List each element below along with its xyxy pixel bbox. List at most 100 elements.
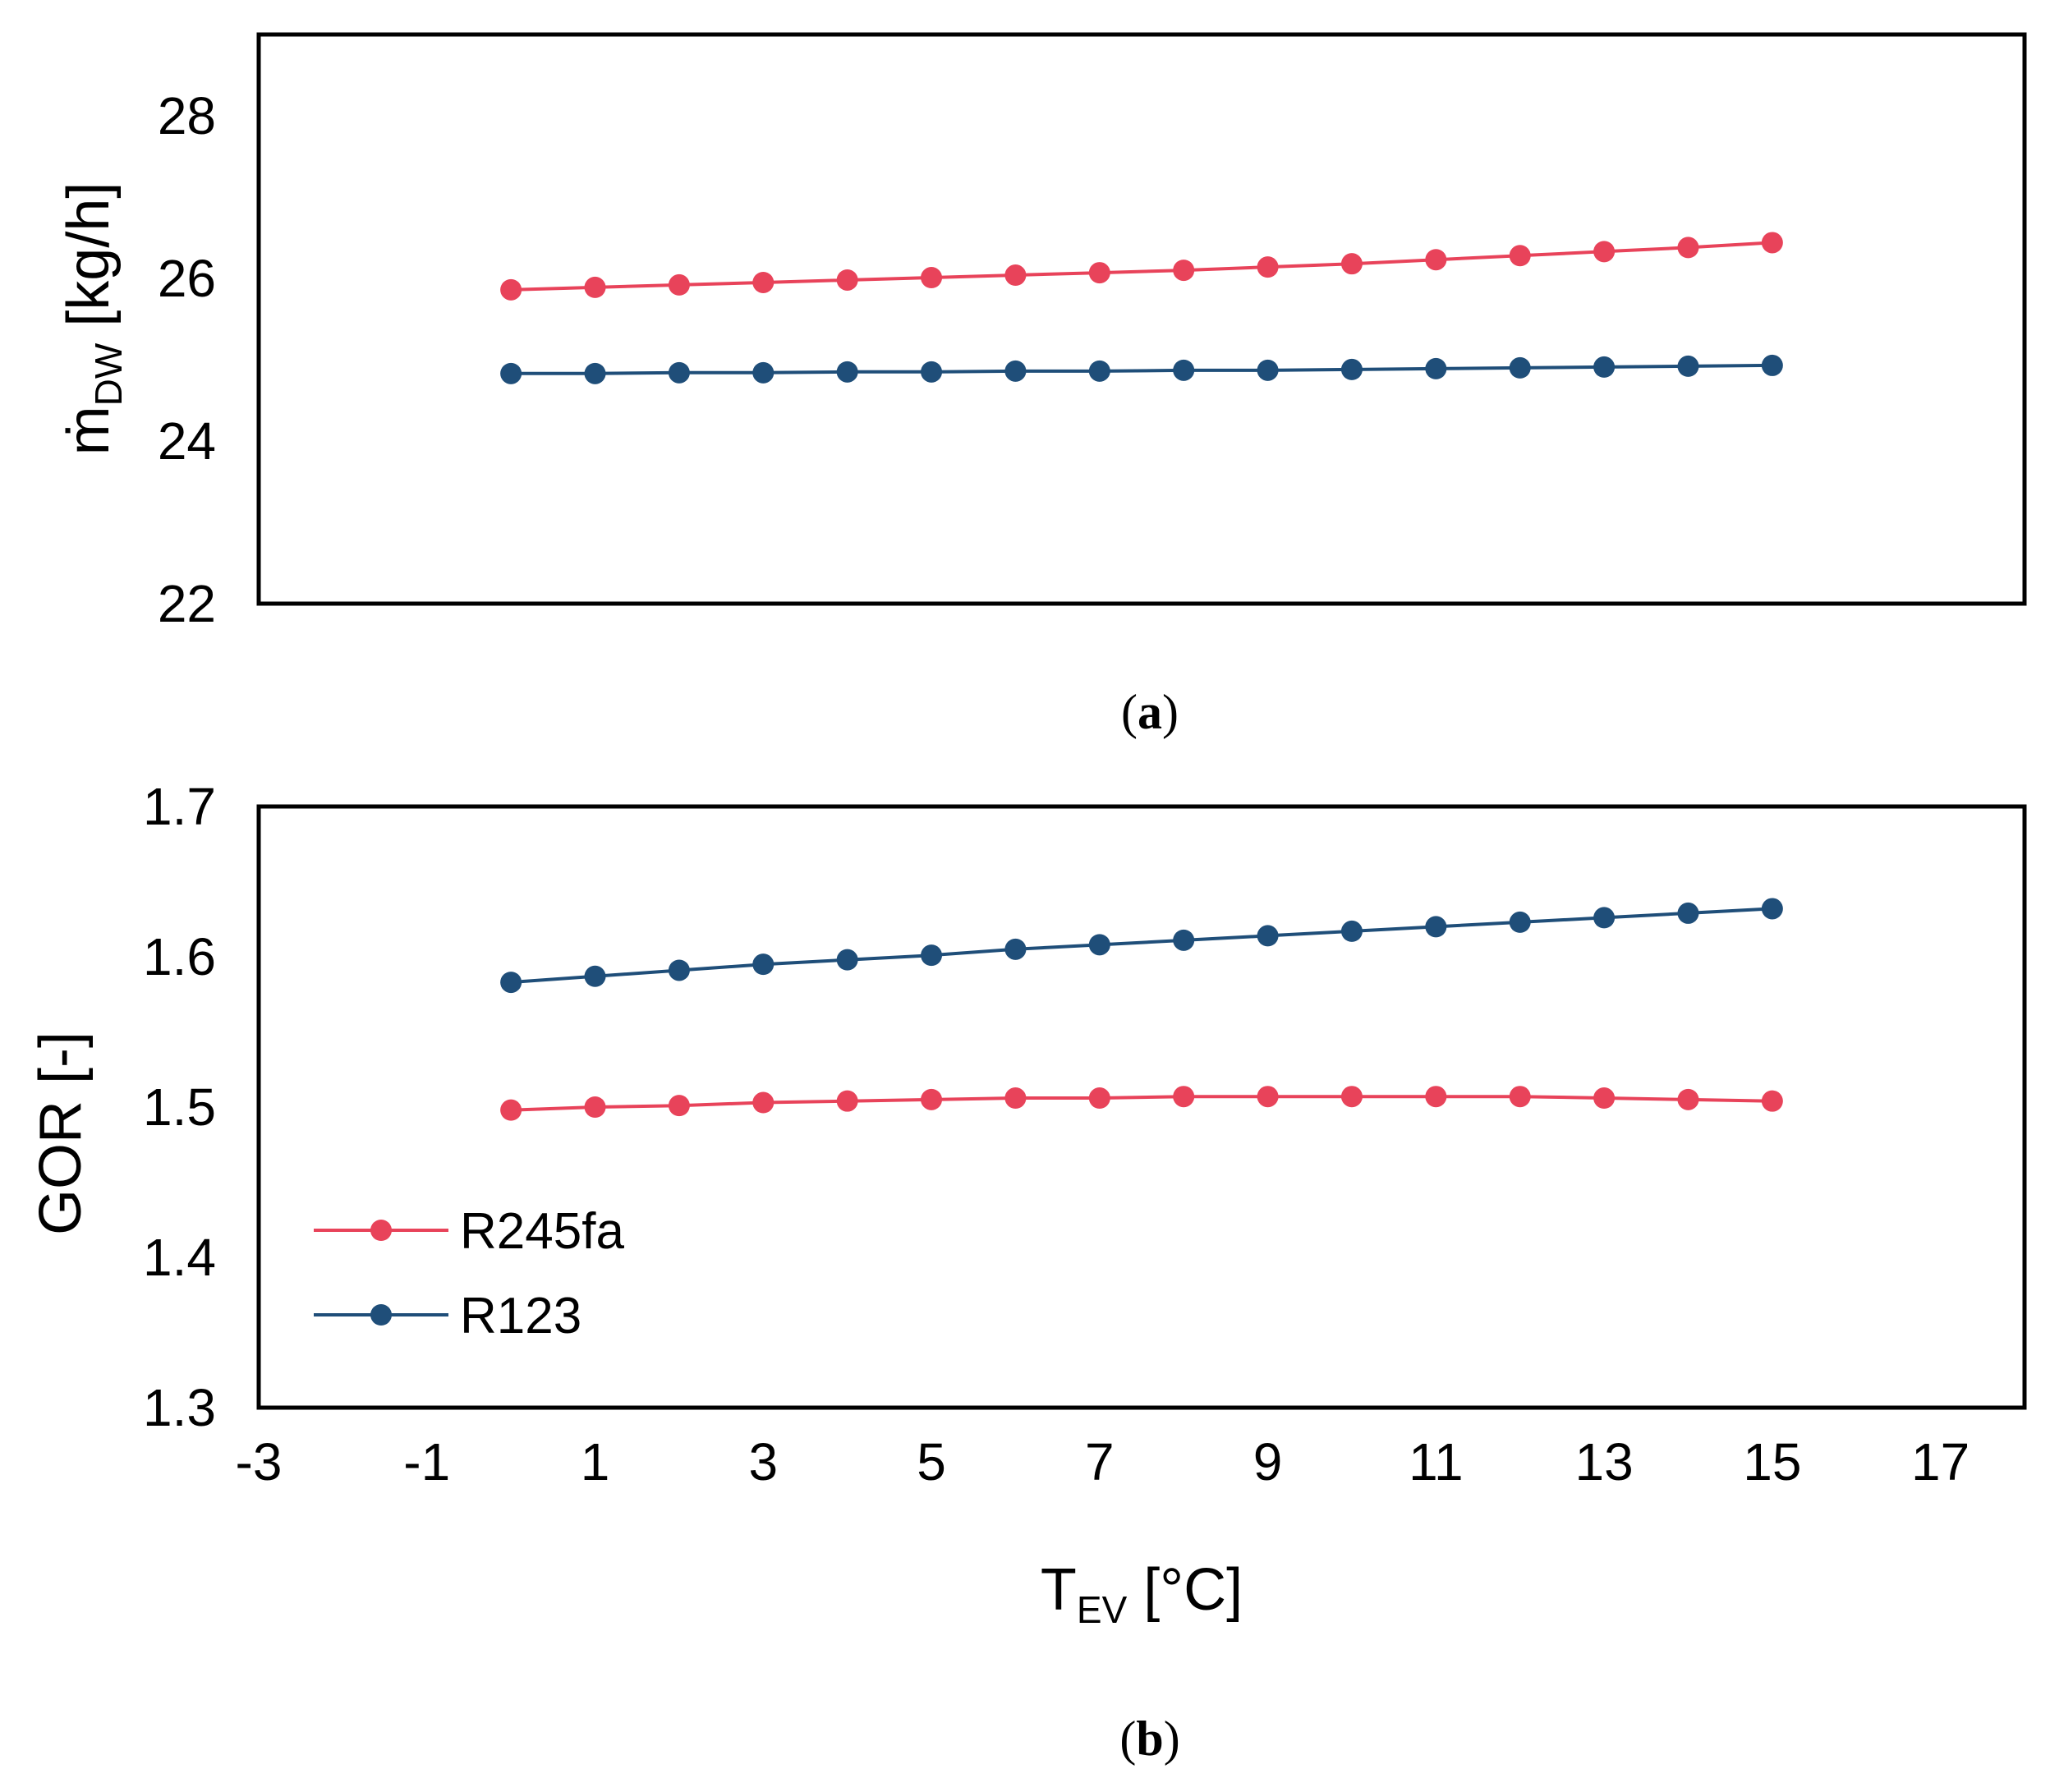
data-point-a-r123-7: [1088, 360, 1110, 382]
data-point-b-r245fa-2: [668, 1095, 690, 1117]
data-point-b-r123-0: [500, 972, 522, 994]
y-axis-title-b: GOR [-]: [28, 1032, 94, 1235]
data-point-b-r123-9: [1257, 925, 1279, 947]
data-point-b-r245fa-15: [1761, 1090, 1783, 1112]
data-point-a-r245fa-7: [1088, 262, 1110, 284]
y-tick-labels-b: 1.3 1.4 1.5 1.6 1.7: [143, 777, 216, 1437]
caption-a: (a): [1121, 685, 1179, 739]
data-point-b-r245fa-4: [836, 1090, 858, 1112]
legend-marker-r123: [370, 1304, 392, 1326]
panel-a: 22 24 26 28 ṁDW [kg/h] (a): [56, 32, 2027, 739]
data-point-a-r123-10: [1340, 358, 1363, 380]
data-point-b-r245fa-13: [1593, 1087, 1616, 1110]
data-point-a-r245fa-5: [921, 267, 943, 289]
data-point-b-r123-3: [752, 953, 774, 976]
data-point-a-r123-3: [752, 361, 774, 384]
data-point-a-r123-13: [1593, 356, 1616, 378]
x-tick-label-b-1: -1: [403, 1432, 450, 1491]
data-point-b-r245fa-10: [1340, 1086, 1363, 1108]
data-point-a-r245fa-14: [1677, 237, 1699, 259]
data-point-a-r245fa-9: [1257, 256, 1279, 278]
y-axis-title-a: ṁDW [kg/h]: [56, 182, 130, 456]
data-point-a-r245fa-8: [1173, 260, 1195, 282]
y-tick-label-b-1: 1.4: [143, 1228, 216, 1287]
y-tick-labels-a: 22 24 26 28: [158, 86, 216, 633]
series-line-b-r245fa: [511, 1095, 1772, 1112]
data-point-b-r245fa-6: [1004, 1087, 1027, 1110]
data-point-a-r123-6: [1004, 360, 1027, 382]
data-point-a-r245fa-10: [1340, 253, 1363, 275]
data-point-b-r123-4: [836, 949, 858, 971]
y-tick-label-b-2: 1.5: [143, 1077, 216, 1137]
data-point-b-r245fa-12: [1509, 1086, 1531, 1108]
data-point-b-r123-1: [584, 965, 606, 987]
y-tick-label-a-1: 24: [158, 411, 216, 471]
data-point-b-r245fa-14: [1677, 1088, 1699, 1110]
data-point-b-r123-13: [1593, 907, 1616, 929]
panel-b: 1.31.41.51.61.7 -3 -1 1 3 5 7 9 11 13 15 17 GOR [-…: [28, 777, 2027, 1766]
data-point-a-r245fa-0: [500, 278, 522, 301]
x-tick-label-b-9: 15: [1743, 1432, 1801, 1491]
x-tick-labels-b: -3 -1 1 3 5 7 9 11 13 15 17: [236, 1432, 1970, 1491]
legend: R245fa R123: [314, 1203, 624, 1344]
data-point-a-r123-5: [921, 361, 943, 383]
x-tick-label-b-8: 13: [1575, 1432, 1634, 1491]
x-tick-label-b-2: 1: [581, 1432, 610, 1491]
data-point-b-r123-14: [1677, 902, 1699, 924]
data-point-b-r245fa-0: [500, 1099, 522, 1121]
x-tick-label-b-4: 5: [917, 1432, 946, 1491]
data-point-a-r245fa-15: [1761, 232, 1783, 254]
y-tick-label-a-2: 26: [158, 249, 216, 308]
data-point-a-r245fa-1: [584, 276, 606, 298]
data-point-b-r123-15: [1761, 898, 1783, 920]
data-point-b-r123-2: [668, 959, 690, 981]
x-tick-label-b-3: 3: [748, 1432, 778, 1491]
data-point-a-r123-4: [836, 361, 858, 383]
series-line-a-r123: [511, 363, 1772, 375]
y-tick-label-b-4: 1.7: [143, 777, 216, 836]
data-point-b-r123-6: [1004, 938, 1027, 960]
x-tick-label-b-10: 17: [1911, 1432, 1970, 1491]
data-point-a-r245fa-12: [1509, 245, 1531, 267]
legend-marker-r245fa: [370, 1220, 392, 1241]
series-layer-a: [500, 232, 1783, 384]
data-point-b-r245fa-9: [1257, 1086, 1279, 1108]
data-point-a-r245fa-6: [1004, 264, 1027, 287]
data-point-b-r245fa-7: [1088, 1087, 1110, 1110]
data-point-b-r123-7: [1088, 934, 1110, 956]
data-point-b-r123-11: [1425, 916, 1447, 938]
series-layer-b: [500, 898, 1783, 1121]
data-point-b-r245fa-8: [1173, 1086, 1195, 1108]
series-line-a-r245fa: [511, 241, 1773, 292]
legend-label-r123: R123: [460, 1288, 581, 1344]
data-point-a-r123-14: [1677, 355, 1699, 377]
data-point-a-r245fa-2: [668, 273, 690, 296]
data-point-a-r245fa-4: [836, 269, 858, 291]
data-point-b-r245fa-5: [921, 1088, 943, 1110]
y-tick-label-a-3: 28: [158, 86, 216, 145]
data-point-a-r245fa-3: [752, 271, 774, 293]
plot-frame-b: [256, 804, 2027, 1410]
x-axis-title-b: TEV [°C]: [1041, 1557, 1243, 1631]
x-tick-label-b-7: 11: [1409, 1432, 1463, 1491]
data-point-b-r245fa-11: [1425, 1086, 1447, 1108]
data-point-a-r123-15: [1761, 354, 1783, 376]
data-point-a-r245fa-13: [1593, 241, 1616, 263]
data-point-a-r245fa-11: [1425, 249, 1447, 271]
data-point-a-r123-2: [668, 361, 690, 384]
y-tick-label-b-3: 1.6: [143, 927, 216, 986]
data-point-a-r123-8: [1173, 359, 1195, 381]
x-tick-label-b-0: -3: [236, 1432, 283, 1491]
y-tick-label-a-0: 22: [158, 574, 216, 633]
y-tick-label-b-0: 1.3: [143, 1378, 216, 1437]
data-point-a-r123-9: [1257, 359, 1279, 381]
data-point-b-r123-5: [921, 944, 943, 967]
data-point-b-r123-8: [1173, 929, 1195, 951]
data-point-b-r123-12: [1509, 911, 1531, 933]
x-tick-label-b-5: 7: [1085, 1432, 1115, 1491]
series-line-b-r123: [510, 907, 1773, 985]
data-point-a-r123-12: [1509, 356, 1531, 379]
data-point-a-r123-1: [584, 362, 606, 384]
data-point-b-r123-10: [1340, 920, 1363, 942]
